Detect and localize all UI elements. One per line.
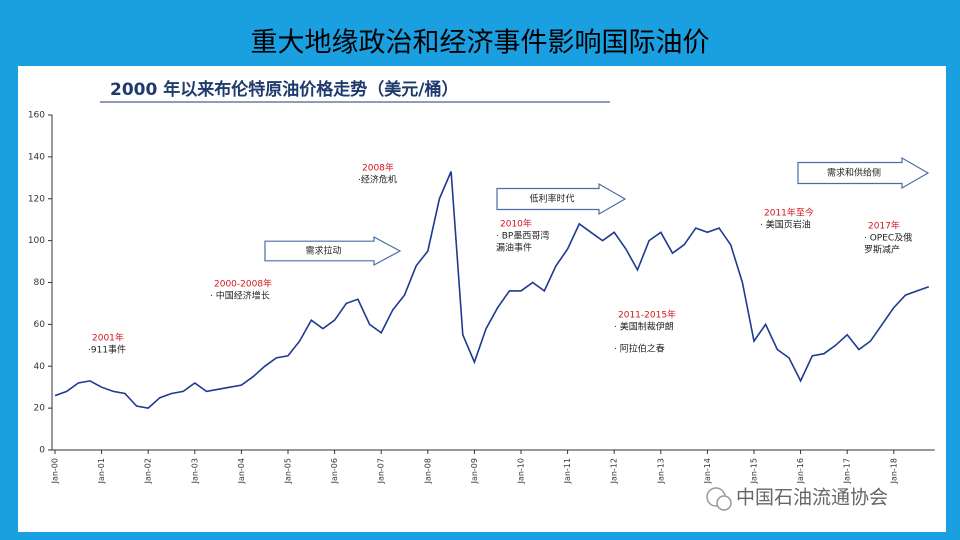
annotation-item: · BP墨西哥湾: [496, 230, 549, 242]
annotation-title: 2000-2008年: [214, 278, 272, 290]
y-tick-label: 160: [28, 111, 45, 121]
y-tick-label: 100: [28, 236, 45, 246]
y-tick-label: 20: [34, 404, 46, 414]
x-tick-label: Jan-00: [51, 458, 60, 484]
annotation-title: 2011-2015年: [618, 309, 676, 321]
annotation-title: 2001年: [92, 332, 124, 344]
annotation-item: 罗斯减产: [864, 244, 900, 256]
annotation-title: 2011年至今: [764, 207, 814, 219]
watermark-icon: [716, 495, 732, 511]
x-tick-label: Jan-01: [97, 458, 106, 484]
x-tick-label: Jan-05: [284, 458, 293, 484]
y-tick-label: 140: [28, 152, 45, 162]
arrow-label: 低利率时代: [529, 193, 574, 205]
x-tick-label: Jan-09: [470, 458, 479, 484]
x-tick-label: Jan-15: [750, 458, 759, 484]
plot: 0 20 40 60 80 100 120 140 160 Jan-00 Jan-01 Jan-02 J…: [28, 111, 935, 484]
annotation-item: ·经济危机: [358, 174, 397, 186]
arrow-label: 需求拉动: [305, 245, 341, 257]
arrow-label: 需求和供给侧: [827, 167, 881, 179]
x-tick-label: Jan-12: [610, 458, 619, 484]
annotation-item: 漏油事件: [496, 242, 532, 254]
y-tick-label: 40: [34, 362, 46, 372]
arrow-shape: [264, 235, 402, 267]
x-tick-label: Jan-16: [796, 458, 805, 484]
x-tick-label: Jan-17: [843, 458, 852, 484]
watermark-text: 中国石油流通协会: [736, 487, 888, 509]
x-tick-label: Jan-07: [377, 458, 386, 484]
x-tick-label: Jan-13: [656, 458, 665, 484]
y-tick-label: 120: [28, 194, 45, 204]
chart-title: 2000 年以来布伦特原油价格走势（美元/桶）: [110, 79, 458, 100]
annotation-title: 2017年: [868, 220, 900, 232]
x-tick-label: Jan-14: [703, 458, 712, 484]
annotation-title: 2008年: [362, 162, 394, 174]
price-line: [54, 171, 930, 409]
annotation-item: · OPEC及俄: [864, 232, 912, 244]
slide-title: 重大地缘政治和经济事件影响国际油价: [251, 28, 710, 59]
arrow-shape: [496, 182, 627, 216]
watermark: 中国石油流通协会: [706, 487, 888, 511]
annotation-title: 2010年: [500, 218, 532, 230]
chart-panel: [18, 66, 946, 532]
annotation-item: · 阿拉伯之春: [614, 343, 665, 355]
annotation-item: · 中国经济增长: [210, 290, 270, 302]
x-tick-label: Jan-08: [423, 458, 432, 484]
y-tick-label: 0: [39, 446, 45, 456]
annotation-item: ·911事件: [88, 344, 126, 356]
y-tick-label: 80: [34, 278, 46, 288]
x-tick-label: Jan-11: [563, 458, 572, 484]
x-tick-label: Jan-06: [330, 458, 339, 484]
annotation-item: · 美国制裁伊朗: [614, 321, 674, 333]
annotation-item: · 美国页岩油: [760, 219, 811, 231]
x-tick-label: Jan-02: [144, 458, 153, 484]
x-tick-label: Jan-03: [190, 458, 199, 484]
x-tick-label: Jan-04: [237, 458, 246, 484]
y-tick-label: 60: [34, 320, 46, 330]
arrows: 需求拉动 低利率时代 需求和供给侧: [264, 156, 930, 267]
arrow-shape: [797, 156, 930, 190]
x-tick-label: Jan-18: [889, 458, 898, 484]
x-tick-label: Jan-10: [517, 458, 526, 484]
